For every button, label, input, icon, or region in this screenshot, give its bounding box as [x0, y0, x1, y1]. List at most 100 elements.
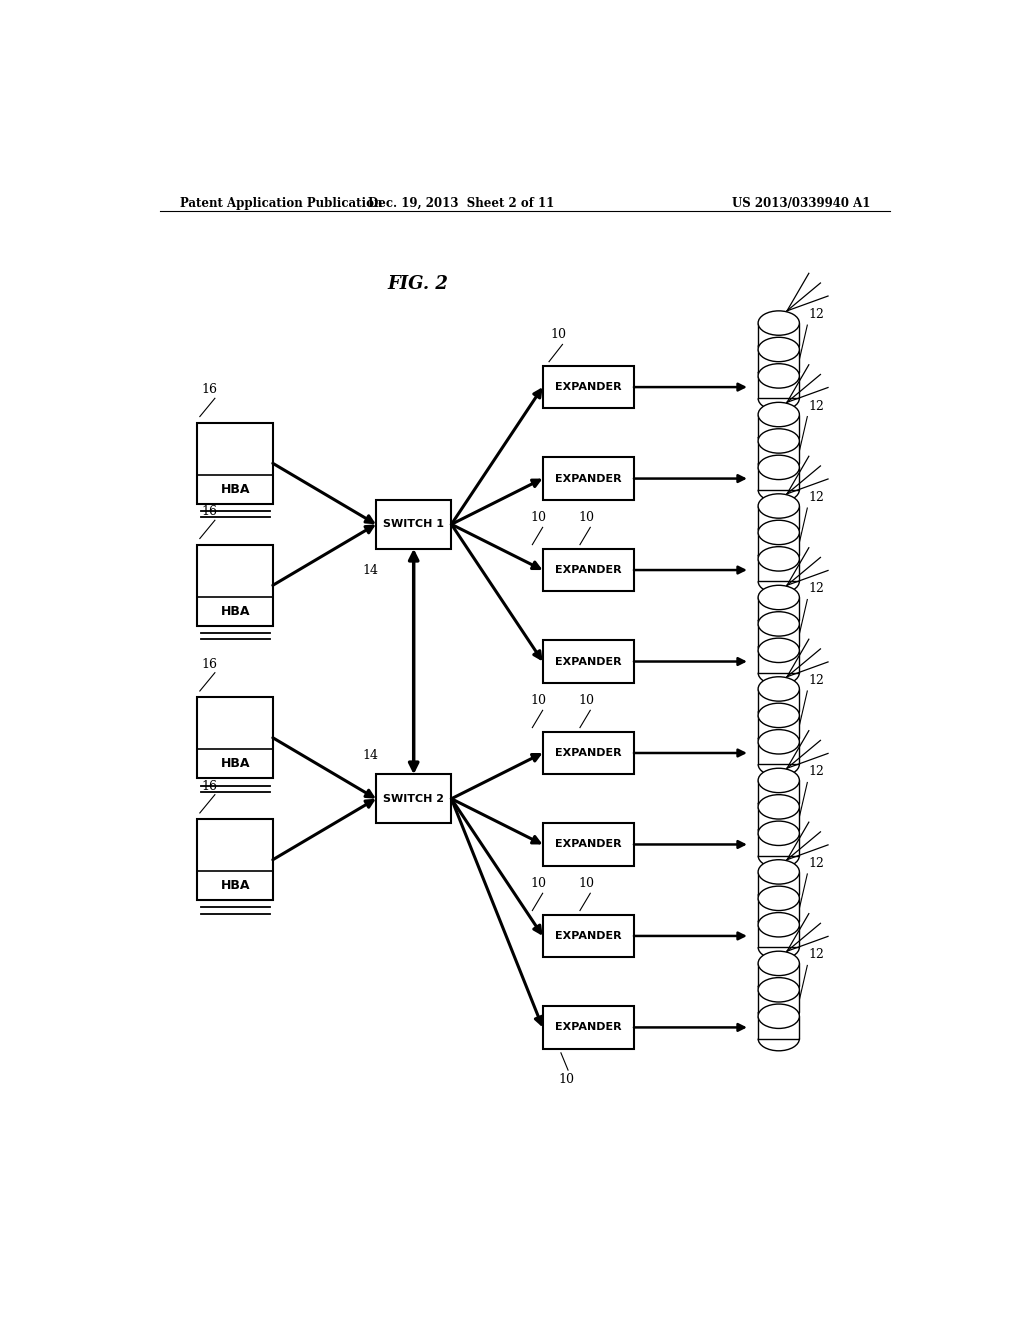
Ellipse shape: [758, 546, 800, 572]
Ellipse shape: [758, 859, 800, 884]
Text: 10: 10: [579, 694, 594, 708]
Bar: [758, 742, 800, 764]
Bar: [758, 323, 800, 346]
Text: Patent Application Publication: Patent Application Publication: [179, 197, 382, 210]
Bar: [758, 873, 800, 894]
Ellipse shape: [758, 429, 800, 453]
Bar: [758, 532, 800, 554]
Text: EXPANDER: EXPANDER: [555, 656, 622, 667]
Text: 10: 10: [558, 1073, 574, 1086]
Text: Dec. 19, 2013  Sheet 2 of 11: Dec. 19, 2013 Sheet 2 of 11: [369, 197, 554, 210]
Text: 12: 12: [809, 948, 824, 961]
Ellipse shape: [758, 952, 800, 975]
Text: SWITCH 1: SWITCH 1: [383, 519, 444, 529]
Text: 12: 12: [809, 857, 824, 870]
Ellipse shape: [758, 768, 800, 792]
Text: 12: 12: [809, 400, 824, 412]
Ellipse shape: [758, 364, 800, 388]
Text: 10: 10: [579, 878, 594, 890]
Bar: [376, 775, 452, 824]
Bar: [758, 833, 800, 855]
Bar: [758, 990, 800, 1012]
Ellipse shape: [758, 730, 800, 754]
Ellipse shape: [758, 403, 800, 426]
Bar: [758, 376, 800, 399]
Ellipse shape: [758, 795, 800, 818]
Ellipse shape: [758, 494, 800, 519]
Bar: [198, 422, 272, 504]
Bar: [198, 818, 272, 900]
Text: EXPANDER: EXPANDER: [555, 840, 622, 850]
Ellipse shape: [758, 978, 800, 1002]
Text: FIG. 2: FIG. 2: [387, 276, 449, 293]
Bar: [543, 549, 634, 591]
Bar: [543, 366, 634, 408]
Bar: [543, 824, 634, 866]
Text: 10: 10: [530, 694, 547, 708]
Text: 16: 16: [202, 506, 217, 519]
Text: HBA: HBA: [220, 483, 250, 496]
Ellipse shape: [758, 585, 800, 610]
Bar: [758, 807, 800, 829]
Bar: [758, 624, 800, 647]
Bar: [543, 915, 634, 957]
Text: 12: 12: [809, 675, 824, 686]
Bar: [758, 506, 800, 528]
Bar: [198, 545, 272, 626]
Text: EXPANDER: EXPANDER: [555, 565, 622, 576]
Ellipse shape: [758, 638, 800, 663]
Bar: [758, 689, 800, 711]
Bar: [758, 467, 800, 490]
Bar: [758, 558, 800, 581]
Bar: [543, 731, 634, 775]
Text: 12: 12: [809, 491, 824, 504]
Ellipse shape: [758, 611, 800, 636]
Text: HBA: HBA: [220, 758, 250, 771]
Bar: [758, 441, 800, 463]
Ellipse shape: [758, 1005, 800, 1028]
Bar: [543, 457, 634, 500]
Text: 16: 16: [202, 383, 217, 396]
Ellipse shape: [758, 677, 800, 701]
Text: 12: 12: [809, 766, 824, 779]
Ellipse shape: [758, 704, 800, 727]
Bar: [758, 964, 800, 986]
Text: HBA: HBA: [220, 605, 250, 618]
Bar: [543, 640, 634, 682]
Ellipse shape: [758, 520, 800, 545]
Bar: [758, 899, 800, 921]
Ellipse shape: [758, 912, 800, 937]
Text: 14: 14: [362, 750, 378, 762]
Bar: [758, 780, 800, 803]
Text: 16: 16: [202, 780, 217, 792]
Ellipse shape: [758, 312, 800, 335]
Bar: [758, 414, 800, 437]
Bar: [376, 500, 452, 549]
Text: 12: 12: [809, 582, 824, 595]
Bar: [758, 350, 800, 372]
Text: HBA: HBA: [220, 879, 250, 892]
Text: 14: 14: [362, 564, 378, 577]
Text: 16: 16: [202, 657, 217, 671]
Bar: [758, 925, 800, 948]
Text: EXPANDER: EXPANDER: [555, 748, 622, 758]
Ellipse shape: [758, 338, 800, 362]
Bar: [543, 1006, 634, 1049]
Text: 10: 10: [530, 511, 547, 524]
Ellipse shape: [758, 821, 800, 846]
Bar: [758, 598, 800, 620]
Bar: [758, 651, 800, 673]
Bar: [198, 697, 272, 779]
Text: 10: 10: [579, 511, 594, 524]
Text: EXPANDER: EXPANDER: [555, 1023, 622, 1032]
Text: SWITCH 2: SWITCH 2: [383, 793, 444, 804]
Ellipse shape: [758, 455, 800, 479]
Text: US 2013/0339940 A1: US 2013/0339940 A1: [731, 197, 870, 210]
Text: EXPANDER: EXPANDER: [555, 474, 622, 483]
Text: 10: 10: [530, 878, 547, 890]
Text: 12: 12: [809, 308, 824, 321]
Bar: [758, 1016, 800, 1039]
Bar: [758, 715, 800, 738]
Text: EXPANDER: EXPANDER: [555, 381, 622, 392]
Text: EXPANDER: EXPANDER: [555, 931, 622, 941]
